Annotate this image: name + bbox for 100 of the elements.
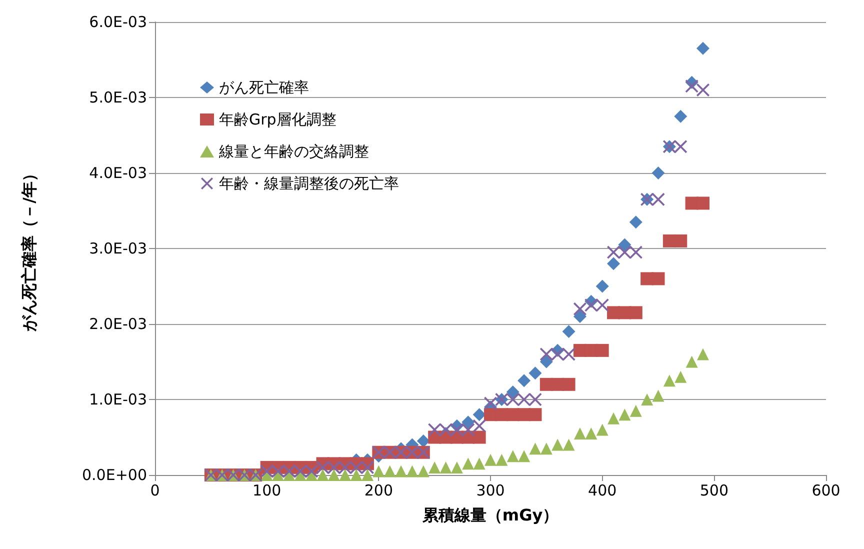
point (406, 465, 418, 478)
point (652, 192, 665, 206)
point (428, 423, 442, 436)
point (596, 424, 608, 436)
point (338, 460, 352, 474)
point (585, 427, 598, 440)
point (562, 348, 576, 361)
point (685, 80, 698, 93)
point (473, 458, 486, 470)
point (562, 325, 576, 338)
point (462, 416, 475, 429)
point (384, 465, 396, 478)
legend-label: 線量と年齢の交絡調整 (218, 142, 369, 160)
point (562, 378, 576, 391)
point (462, 458, 474, 470)
point (484, 396, 497, 410)
point (574, 427, 586, 440)
point (696, 83, 710, 96)
y-tick-label: 5.0E-03 (89, 88, 147, 106)
legend-label: がん死亡確率 (219, 78, 309, 96)
point (417, 465, 430, 478)
point (472, 419, 486, 432)
point (596, 280, 609, 293)
point (518, 374, 531, 388)
point (327, 460, 340, 474)
y-tick-label: 1.0E-03 (89, 390, 147, 408)
y-tick-label: 0.0E+00 (82, 466, 147, 484)
point (339, 469, 352, 481)
point (361, 469, 374, 481)
point (440, 461, 452, 474)
point (674, 370, 687, 383)
point (607, 246, 620, 259)
point (596, 298, 609, 312)
point (360, 460, 374, 474)
point (629, 246, 642, 259)
x-tick-label: 100 (252, 482, 282, 500)
point (350, 469, 362, 481)
y-tick-label: 6.0E-03 (89, 13, 147, 31)
point (528, 393, 542, 406)
point (395, 465, 408, 478)
point (506, 450, 519, 462)
point (573, 302, 586, 316)
point (439, 423, 452, 436)
point (652, 390, 664, 402)
point (540, 442, 552, 455)
x-tick-label: 300 (476, 482, 505, 500)
point (630, 404, 642, 417)
point (316, 460, 330, 474)
point (518, 450, 530, 462)
point (528, 408, 542, 422)
point (607, 257, 620, 270)
point (686, 356, 698, 368)
point (562, 438, 575, 451)
point (696, 42, 710, 55)
point (450, 461, 463, 474)
point (305, 464, 318, 478)
point (540, 348, 553, 361)
point (506, 393, 520, 406)
point (372, 465, 385, 478)
point (674, 234, 688, 248)
point (450, 423, 464, 436)
point (316, 469, 329, 481)
point (484, 454, 496, 466)
x-tick-label: 200 (364, 482, 393, 500)
point (416, 434, 430, 448)
x-tick-label: 0 (150, 482, 160, 500)
point (629, 306, 642, 320)
x-axis-title: 累積線量（mGy） (421, 506, 559, 524)
point (696, 196, 710, 210)
point (618, 408, 631, 421)
point (608, 412, 620, 424)
point (529, 442, 542, 455)
point (518, 393, 531, 406)
point (596, 344, 609, 357)
point (652, 272, 665, 286)
point (496, 454, 508, 466)
point (472, 408, 486, 422)
legend-label: 年齢・線量調整後の死亡率 (219, 174, 399, 192)
point (584, 298, 598, 312)
legend-label: 年齢Grp層化調整 (219, 110, 336, 128)
point (294, 464, 307, 478)
y-tick-label: 4.0E-03 (89, 164, 147, 182)
point (629, 216, 642, 229)
point (573, 310, 586, 323)
point (540, 355, 553, 368)
point (260, 464, 274, 478)
x-tick-label: 500 (700, 482, 728, 500)
y-axis-title: がん死亡確率（－/年） (20, 166, 38, 332)
point (528, 366, 542, 380)
point (462, 423, 475, 436)
point (472, 430, 486, 444)
x-tick-label: 600 (812, 482, 840, 500)
point (272, 464, 285, 478)
point (663, 374, 676, 387)
point (428, 461, 441, 474)
point (328, 469, 340, 481)
point (674, 140, 688, 154)
point (506, 385, 520, 398)
point (618, 238, 632, 252)
point (674, 110, 688, 123)
